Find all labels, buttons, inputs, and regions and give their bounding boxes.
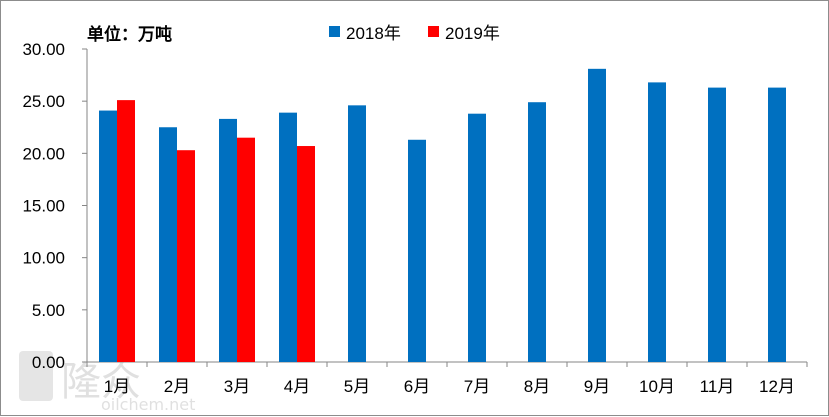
bar-2018-2月 (159, 127, 177, 362)
bar-2018-10月 (648, 82, 666, 363)
bar-2018-7月 (468, 113, 486, 362)
legend: 2018年 2019年 (329, 24, 500, 43)
unit-label: 单位：万吨 (87, 24, 172, 45)
legend-label-2019: 2019年 (445, 24, 500, 43)
bar-2018-5月 (348, 105, 366, 362)
bar-2018-4月 (279, 112, 297, 362)
bar-2018-3月 (219, 118, 237, 362)
y-tick-label: 0.00 (32, 353, 65, 372)
bar-2019-2月 (177, 150, 195, 362)
y-tick-label: 10.00 (22, 249, 65, 268)
y-tick-label: 20.00 (22, 144, 65, 163)
x-tick-label: 6月 (404, 377, 430, 396)
y-tick-label: 25.00 (22, 92, 65, 111)
legend-label-2018: 2018年 (346, 24, 401, 43)
bar-2018-8月 (528, 102, 546, 363)
bar-2018-6月 (408, 139, 426, 362)
watermark-url: oilchem.net (101, 395, 195, 414)
x-tick-label: 3月 (224, 377, 250, 396)
bar-2018-12月 (768, 87, 786, 362)
bar-2019-3月 (237, 137, 255, 362)
bar-2018-1月 (99, 110, 117, 362)
bar-2019-1月 (117, 100, 135, 362)
y-tick-label: 15.00 (22, 197, 65, 216)
x-tick-label: 11月 (700, 377, 735, 396)
watermark-brand: 隆众 (61, 359, 141, 405)
y-tick-label: 5.00 (32, 301, 65, 320)
legend-swatch-2018 (329, 26, 340, 37)
x-tick-label: 1月 (104, 377, 130, 396)
bar-2018-9月 (588, 68, 606, 362)
x-tick-label: 4月 (284, 377, 310, 396)
y-axis: 0.00 5.00 10.00 15.00 20.00 25.00 30.00 (22, 40, 88, 372)
bars (99, 68, 786, 363)
x-tick-label: 5月 (344, 377, 370, 396)
y-tick-label: 30.00 (22, 40, 65, 59)
bar-2019-4月 (297, 146, 315, 362)
x-tick-label: 7月 (464, 377, 490, 396)
x-tick-label: 8月 (524, 377, 550, 396)
bar-2018-11月 (708, 87, 726, 362)
watermark-logo-mark (19, 351, 53, 401)
x-tick-label: 10月 (639, 377, 675, 396)
x-tick-label: 2月 (164, 377, 190, 396)
x-axis: 1月 2月 3月 4月 5月 6月 7月 8月 9月 10月 11月 12月 (86, 361, 808, 396)
x-tick-label: 9月 (584, 377, 610, 396)
legend-swatch-2019 (428, 26, 439, 37)
watermark: 隆众 oilchem.net (19, 351, 195, 414)
x-tick-label: 12月 (759, 377, 795, 396)
